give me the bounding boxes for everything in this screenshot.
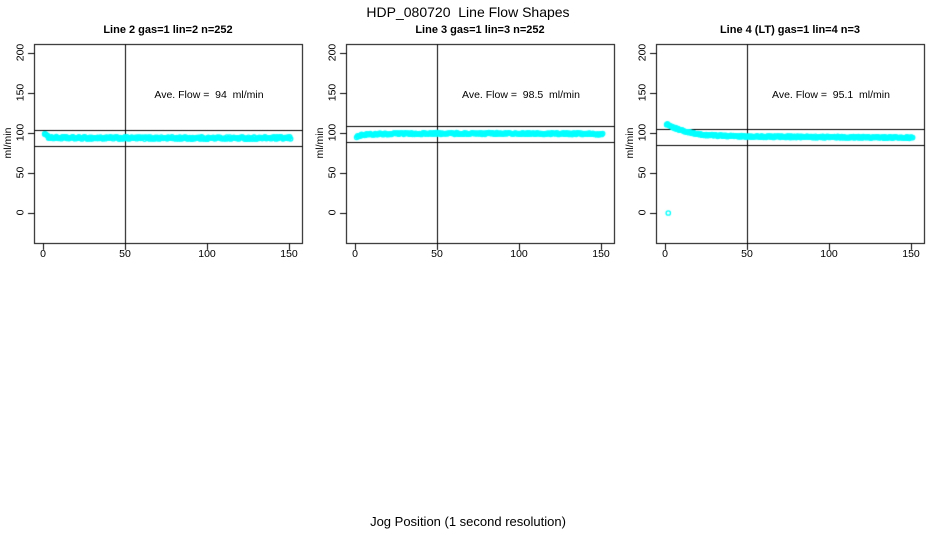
x-tick-label: 150 [592, 248, 610, 260]
x-axis-label: Jog Position (1 second resolution) [370, 514, 566, 529]
panel-title-line-2: Line 2 gas=1 lin=2 n=252 [103, 24, 233, 36]
x-tick-label: 150 [280, 248, 298, 260]
plot-canvas-line-2 [24, 38, 316, 254]
plot-canvas-line-4 [646, 38, 936, 254]
y-tick-label: 0 [326, 209, 339, 216]
y-tick-label: 200 [14, 43, 27, 62]
x-tick-label: 0 [662, 248, 668, 260]
y-tick-label: 100 [636, 123, 649, 142]
y-tick-label: 200 [636, 43, 649, 62]
y-tick-label: 50 [326, 166, 339, 179]
panel-title-line-4: Line 4 (LT) gas=1 lin=4 n=3 [719, 24, 861, 36]
ave-flow-annotation: Ave. Flow = 98.5 ml/min [462, 89, 580, 101]
y-tick-label: 50 [14, 166, 27, 179]
x-tick-label: 50 [431, 248, 443, 260]
x-tick-label: 100 [198, 248, 216, 260]
x-tick-label: 100 [820, 248, 838, 260]
ave-flow-annotation: Ave. Flow = 94 ml/min [154, 89, 264, 101]
x-tick-label: 0 [352, 248, 358, 260]
y-axis-label: ml/min [2, 127, 14, 159]
plot-canvas-line-3 [336, 38, 628, 254]
y-tick-label: 200 [326, 43, 339, 62]
y-tick-label: 100 [326, 123, 339, 142]
x-tick-label: 150 [902, 248, 920, 260]
ave-flow-annotation: Ave. Flow = 95.1 ml/min [772, 89, 890, 101]
x-tick-label: 50 [741, 248, 753, 260]
y-tick-label: 0 [636, 209, 649, 216]
y-axis-label: ml/min [314, 127, 326, 159]
y-axis-label: ml/min [624, 127, 636, 159]
y-tick-label: 0 [14, 209, 27, 216]
y-tick-label: 50 [636, 166, 649, 179]
y-tick-label: 150 [14, 83, 27, 102]
y-tick-label: 100 [14, 123, 27, 142]
y-tick-label: 150 [326, 83, 339, 102]
x-tick-label: 0 [40, 248, 46, 260]
panel-title-line-3: Line 3 gas=1 lin=3 n=252 [415, 24, 545, 36]
x-tick-label: 100 [510, 248, 528, 260]
y-tick-label: 150 [636, 83, 649, 102]
main-title: HDP_080720 Line Flow Shapes [366, 4, 570, 20]
x-tick-label: 50 [119, 248, 131, 260]
